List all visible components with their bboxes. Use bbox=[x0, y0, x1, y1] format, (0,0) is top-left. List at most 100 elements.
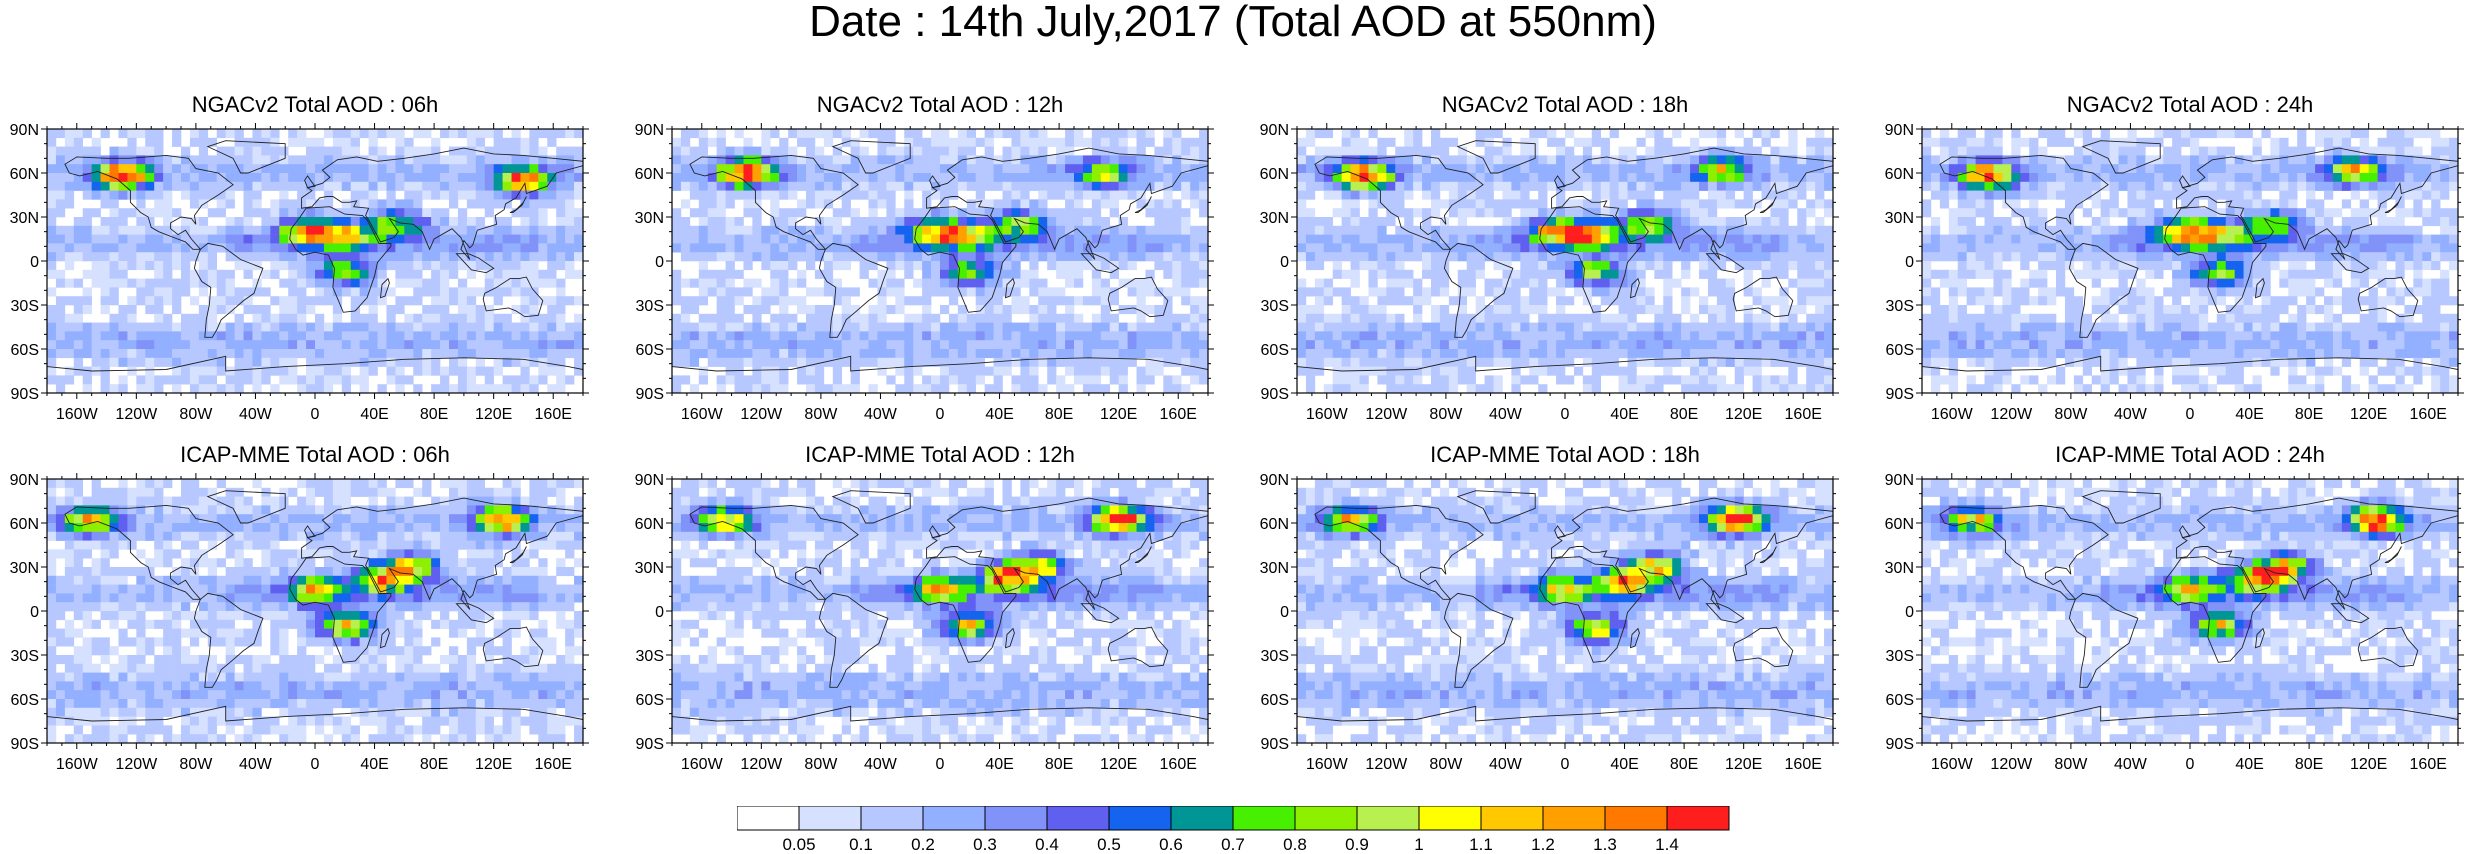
aod-cell bbox=[47, 225, 57, 235]
aod-cell bbox=[1368, 129, 1378, 139]
aod-cell bbox=[1663, 155, 1673, 165]
aod-cell bbox=[868, 217, 878, 227]
aod-cell bbox=[940, 340, 950, 350]
aod-cell bbox=[1511, 269, 1521, 279]
aod-cell bbox=[1484, 384, 1494, 394]
aod-cell bbox=[1547, 252, 1557, 262]
aod-cell bbox=[118, 269, 128, 279]
aod-cell bbox=[73, 234, 84, 244]
aod-cell bbox=[940, 287, 950, 297]
aod-cell bbox=[2181, 155, 2191, 165]
coastline bbox=[1004, 277, 1015, 299]
aod-cell bbox=[1752, 296, 1762, 306]
aod-cell bbox=[984, 313, 994, 323]
aod-cell bbox=[1761, 155, 1771, 165]
aod-cell bbox=[440, 190, 450, 200]
aod-cell bbox=[252, 190, 262, 200]
aod-cell bbox=[806, 366, 816, 376]
aod-cell bbox=[1457, 313, 1468, 323]
aod-cell bbox=[1743, 225, 1753, 235]
aod-cell bbox=[1431, 366, 1441, 376]
aod-cell bbox=[1636, 137, 1646, 147]
aod-cell bbox=[1591, 349, 1602, 359]
aod-cell bbox=[466, 331, 477, 341]
aod-cell bbox=[100, 243, 110, 253]
aod-cell bbox=[73, 349, 84, 359]
aod-cell bbox=[538, 313, 548, 323]
aod-cell bbox=[181, 146, 191, 156]
aod-cell bbox=[47, 349, 57, 359]
aod-cell bbox=[940, 322, 950, 332]
aod-cell bbox=[1136, 190, 1146, 200]
aod-cell bbox=[1011, 199, 1021, 209]
aod-cell bbox=[1466, 331, 1476, 341]
aod-cell bbox=[109, 261, 119, 271]
aod-cell bbox=[1181, 252, 1191, 262]
aod-cell bbox=[145, 287, 155, 297]
aod-cell bbox=[1565, 349, 1575, 359]
aod-cell bbox=[502, 340, 512, 350]
aod-cell bbox=[1582, 173, 1593, 183]
aod-cell bbox=[332, 349, 343, 359]
aod-cell bbox=[1341, 349, 1351, 359]
aod-cell bbox=[270, 181, 280, 191]
aod-cell bbox=[1824, 137, 1834, 147]
aod-cell bbox=[323, 129, 334, 139]
aod-cell bbox=[440, 349, 450, 359]
aod-cell bbox=[163, 287, 173, 297]
aod-cell bbox=[672, 278, 682, 288]
aod-cell bbox=[181, 217, 191, 227]
aod-cell bbox=[332, 340, 343, 350]
aod-cell bbox=[823, 384, 834, 394]
aod-cell bbox=[2261, 173, 2271, 183]
aod-cell bbox=[2127, 164, 2137, 174]
aod-cell bbox=[832, 164, 843, 174]
aod-cell bbox=[136, 261, 146, 271]
aod-cell bbox=[1815, 366, 1825, 376]
aod-cell bbox=[2136, 173, 2146, 183]
aod-cell bbox=[1413, 357, 1423, 367]
aod-cell bbox=[47, 217, 57, 227]
aod-cell bbox=[466, 287, 477, 297]
aod-cell bbox=[2413, 173, 2423, 183]
aod-cell bbox=[1681, 269, 1691, 279]
aod-cell bbox=[707, 322, 717, 332]
aod-cell bbox=[1011, 384, 1021, 394]
aod-cell bbox=[2297, 155, 2307, 165]
aod-cell bbox=[1930, 181, 1941, 191]
aod-cell bbox=[1422, 357, 1432, 367]
aod-cell bbox=[1413, 322, 1423, 332]
aod-cell bbox=[127, 357, 137, 367]
aod-cell bbox=[493, 340, 503, 350]
aod-cell bbox=[1127, 357, 1137, 367]
aod-cell bbox=[1618, 375, 1628, 385]
aod-cell bbox=[1707, 375, 1718, 385]
aod-cell bbox=[243, 243, 253, 253]
aod-cell bbox=[234, 331, 244, 341]
aod-cell bbox=[457, 296, 468, 306]
aod-cell bbox=[127, 305, 137, 315]
aod-cell bbox=[181, 313, 191, 323]
aod-cell bbox=[814, 375, 825, 385]
aod-cell bbox=[1565, 331, 1575, 341]
aod-cell bbox=[547, 243, 557, 253]
aod-cell bbox=[422, 181, 432, 191]
aod-cell bbox=[886, 340, 896, 350]
aod-cell bbox=[297, 164, 307, 174]
aod-cell bbox=[297, 217, 307, 227]
aod-cell bbox=[136, 181, 146, 191]
aod-cell bbox=[1020, 225, 1030, 235]
aod-cell bbox=[2395, 155, 2405, 165]
aod-cell bbox=[1020, 155, 1030, 165]
aod-cell bbox=[725, 375, 735, 385]
aod-cell bbox=[743, 375, 753, 385]
aod-cell bbox=[1743, 357, 1753, 367]
aod-cell bbox=[279, 313, 289, 323]
aod-cell bbox=[1413, 137, 1423, 147]
aod-cell bbox=[154, 357, 164, 367]
aod-cell bbox=[270, 331, 280, 341]
aod-cell bbox=[2145, 181, 2155, 191]
aod-cell bbox=[252, 181, 262, 191]
aod-cell bbox=[493, 252, 503, 262]
aod-cell bbox=[1029, 146, 1039, 156]
